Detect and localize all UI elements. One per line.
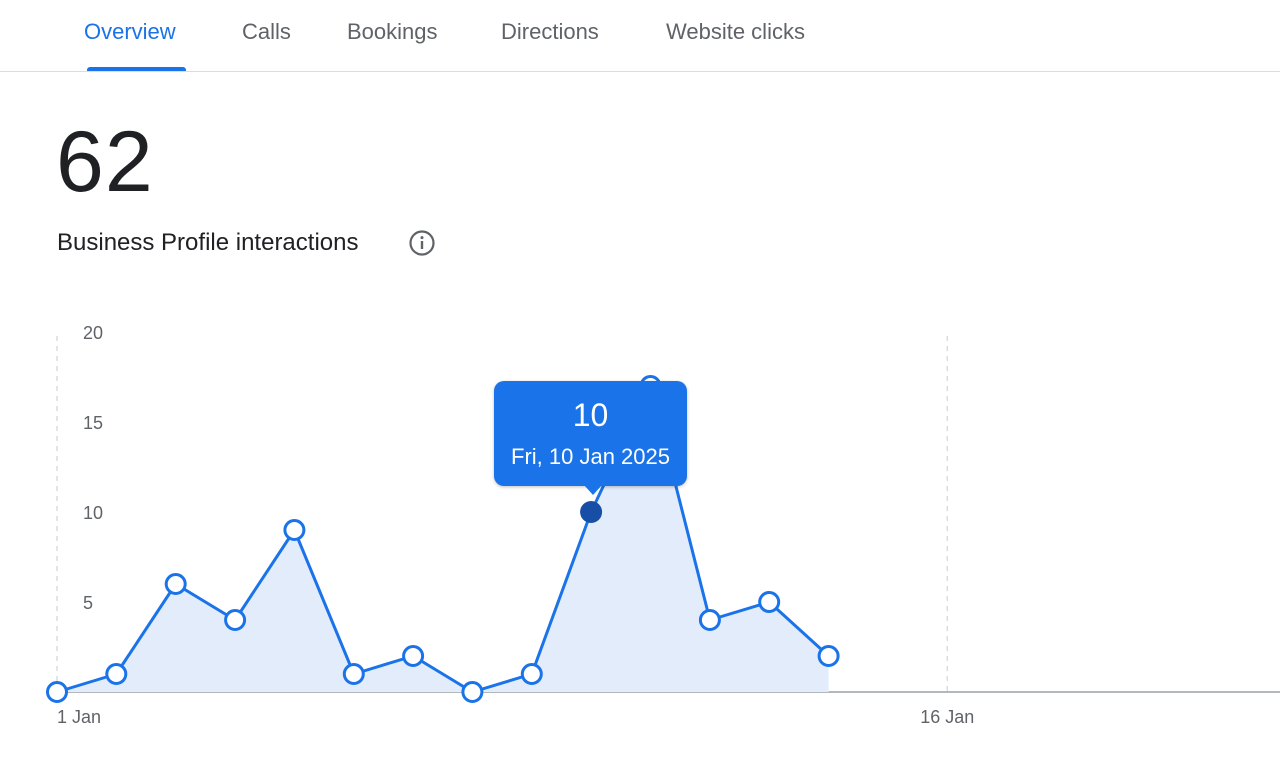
data-tooltip: 10 Fri, 10 Jan 2025: [494, 381, 687, 486]
data-point[interactable]: [402, 645, 425, 667]
info-icon[interactable]: [408, 229, 436, 257]
tab-overview[interactable]: Overview: [84, 19, 176, 44]
tab-directions[interactable]: Directions: [501, 19, 599, 44]
y-tick-label: 10: [83, 503, 103, 523]
tooltip-value: 10: [572, 397, 609, 433]
series-line: [56, 384, 830, 694]
y-tick-label: 20: [83, 323, 103, 343]
x-tick-label: 1 Jan: [57, 707, 101, 727]
active-tab-indicator: [87, 67, 186, 71]
data-point[interactable]: [698, 609, 721, 631]
data-point[interactable]: [224, 609, 247, 631]
tab-website-clicks[interactable]: Website clicks: [666, 19, 805, 44]
tooltip-pointer: [584, 485, 602, 495]
tab-calls[interactable]: Calls: [242, 19, 291, 44]
data-point[interactable]: [520, 663, 543, 685]
data-point[interactable]: [817, 645, 840, 667]
tab-bar: Overview Calls Bookings Directions Websi…: [0, 0, 1280, 72]
data-point[interactable]: [342, 663, 365, 685]
y-tick-label: 15: [83, 413, 103, 433]
data-point[interactable]: [105, 663, 128, 685]
x-tick-label: 16 Jan: [920, 707, 974, 727]
tooltip-date: Fri, 10 Jan 2025: [511, 444, 670, 469]
data-point-selected[interactable]: [580, 501, 603, 523]
data-point[interactable]: [283, 519, 306, 541]
metric-label: Business Profile interactions: [57, 229, 359, 256]
total-interactions-value: 62: [56, 114, 154, 210]
tab-bookings[interactable]: Bookings: [347, 19, 438, 44]
y-tick-label: 5: [83, 593, 93, 613]
data-point[interactable]: [461, 681, 484, 703]
series-area: [57, 386, 829, 692]
interactions-chart: 1 Jan 16 Jan 5 10 15 20: [46, 323, 1280, 727]
data-point[interactable]: [758, 591, 781, 613]
data-point[interactable]: [46, 681, 68, 703]
data-point[interactable]: [164, 573, 187, 595]
